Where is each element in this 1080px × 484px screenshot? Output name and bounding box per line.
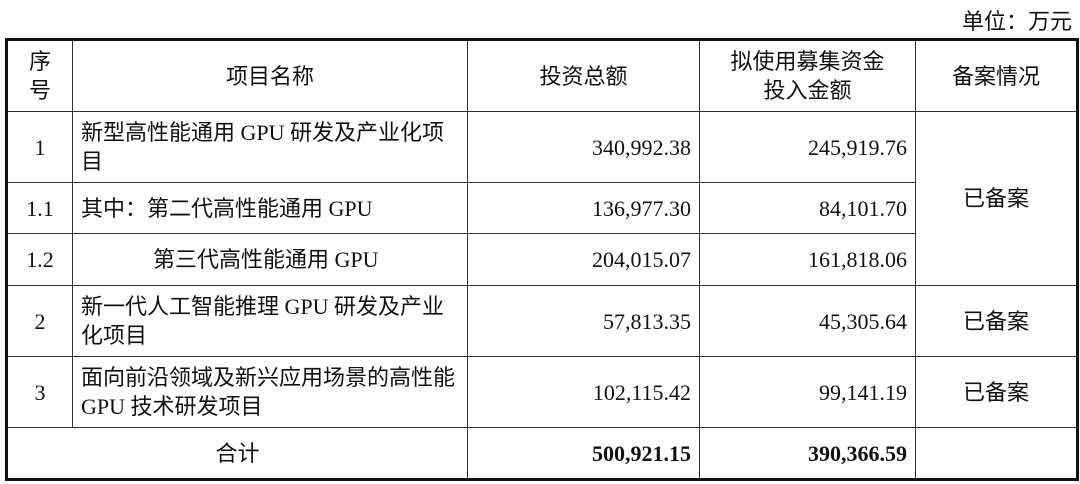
- row-no: 3: [6, 356, 73, 428]
- row-raised: 161,818.06: [699, 233, 916, 286]
- row-raised: 99,141.19: [699, 356, 916, 428]
- row-status: 已备案: [915, 111, 1078, 286]
- row-name: 新型高性能通用 GPU 研发及产业化项目: [72, 111, 468, 183]
- row-no: 1.1: [6, 182, 73, 234]
- header-status: 备案情况: [915, 39, 1078, 112]
- row-total: 340,992.38: [467, 111, 700, 183]
- table-row: 1 新型高性能通用 GPU 研发及产业化项目 340,992.38 245,91…: [6, 111, 1078, 286]
- total-label: 合计: [6, 427, 468, 480]
- row-total: 136,977.30: [467, 182, 700, 234]
- total-raised: 390,366.59: [699, 427, 916, 480]
- row-no: 1.2: [6, 233, 73, 286]
- investment-table: 序号 项目名称 投资总额 拟使用募集资金投入金额 备案情况 1 新型高性能通用 …: [5, 38, 1079, 481]
- total-investment: 500,921.15: [467, 427, 700, 480]
- row-raised: 84,101.70: [699, 182, 916, 234]
- table-row: 3 面向前沿领域及新兴应用场景的高性能 GPU 技术研发项目 102,115.4…: [6, 356, 1078, 428]
- row-no: 2: [6, 285, 73, 357]
- row-name: 面向前沿领域及新兴应用场景的高性能 GPU 技术研发项目: [72, 356, 468, 428]
- header-total: 投资总额: [467, 39, 700, 112]
- row-status: 已备案: [915, 356, 1078, 428]
- row-status: 已备案: [915, 285, 1078, 357]
- header-row: 序号 项目名称 投资总额 拟使用募集资金投入金额 备案情况: [6, 39, 1078, 112]
- row-no: 1: [6, 111, 73, 183]
- row-raised: 245,919.76: [699, 111, 916, 183]
- header-no: 序号: [6, 39, 73, 112]
- unit-label: 单位：万元: [961, 9, 1072, 34]
- row-total: 204,015.07: [467, 233, 700, 286]
- header-raised: 拟使用募集资金投入金额: [699, 39, 916, 112]
- total-row: 合计 500,921.15 390,366.59: [6, 427, 1078, 480]
- total-status-empty: [915, 427, 1078, 480]
- row-name: 其中：第二代高性能通用 GPU: [72, 182, 468, 234]
- row-name: 新一代人工智能推理 GPU 研发及产业化项目: [72, 285, 468, 357]
- row-raised: 45,305.64: [699, 285, 916, 357]
- row-total: 102,115.42: [467, 356, 700, 428]
- header-name: 项目名称: [72, 39, 468, 112]
- row-total: 57,813.35: [467, 285, 700, 357]
- table-row: 2 新一代人工智能推理 GPU 研发及产业化项目 57,813.35 45,30…: [6, 285, 1078, 357]
- row-name: 第三代高性能通用 GPU: [72, 233, 468, 286]
